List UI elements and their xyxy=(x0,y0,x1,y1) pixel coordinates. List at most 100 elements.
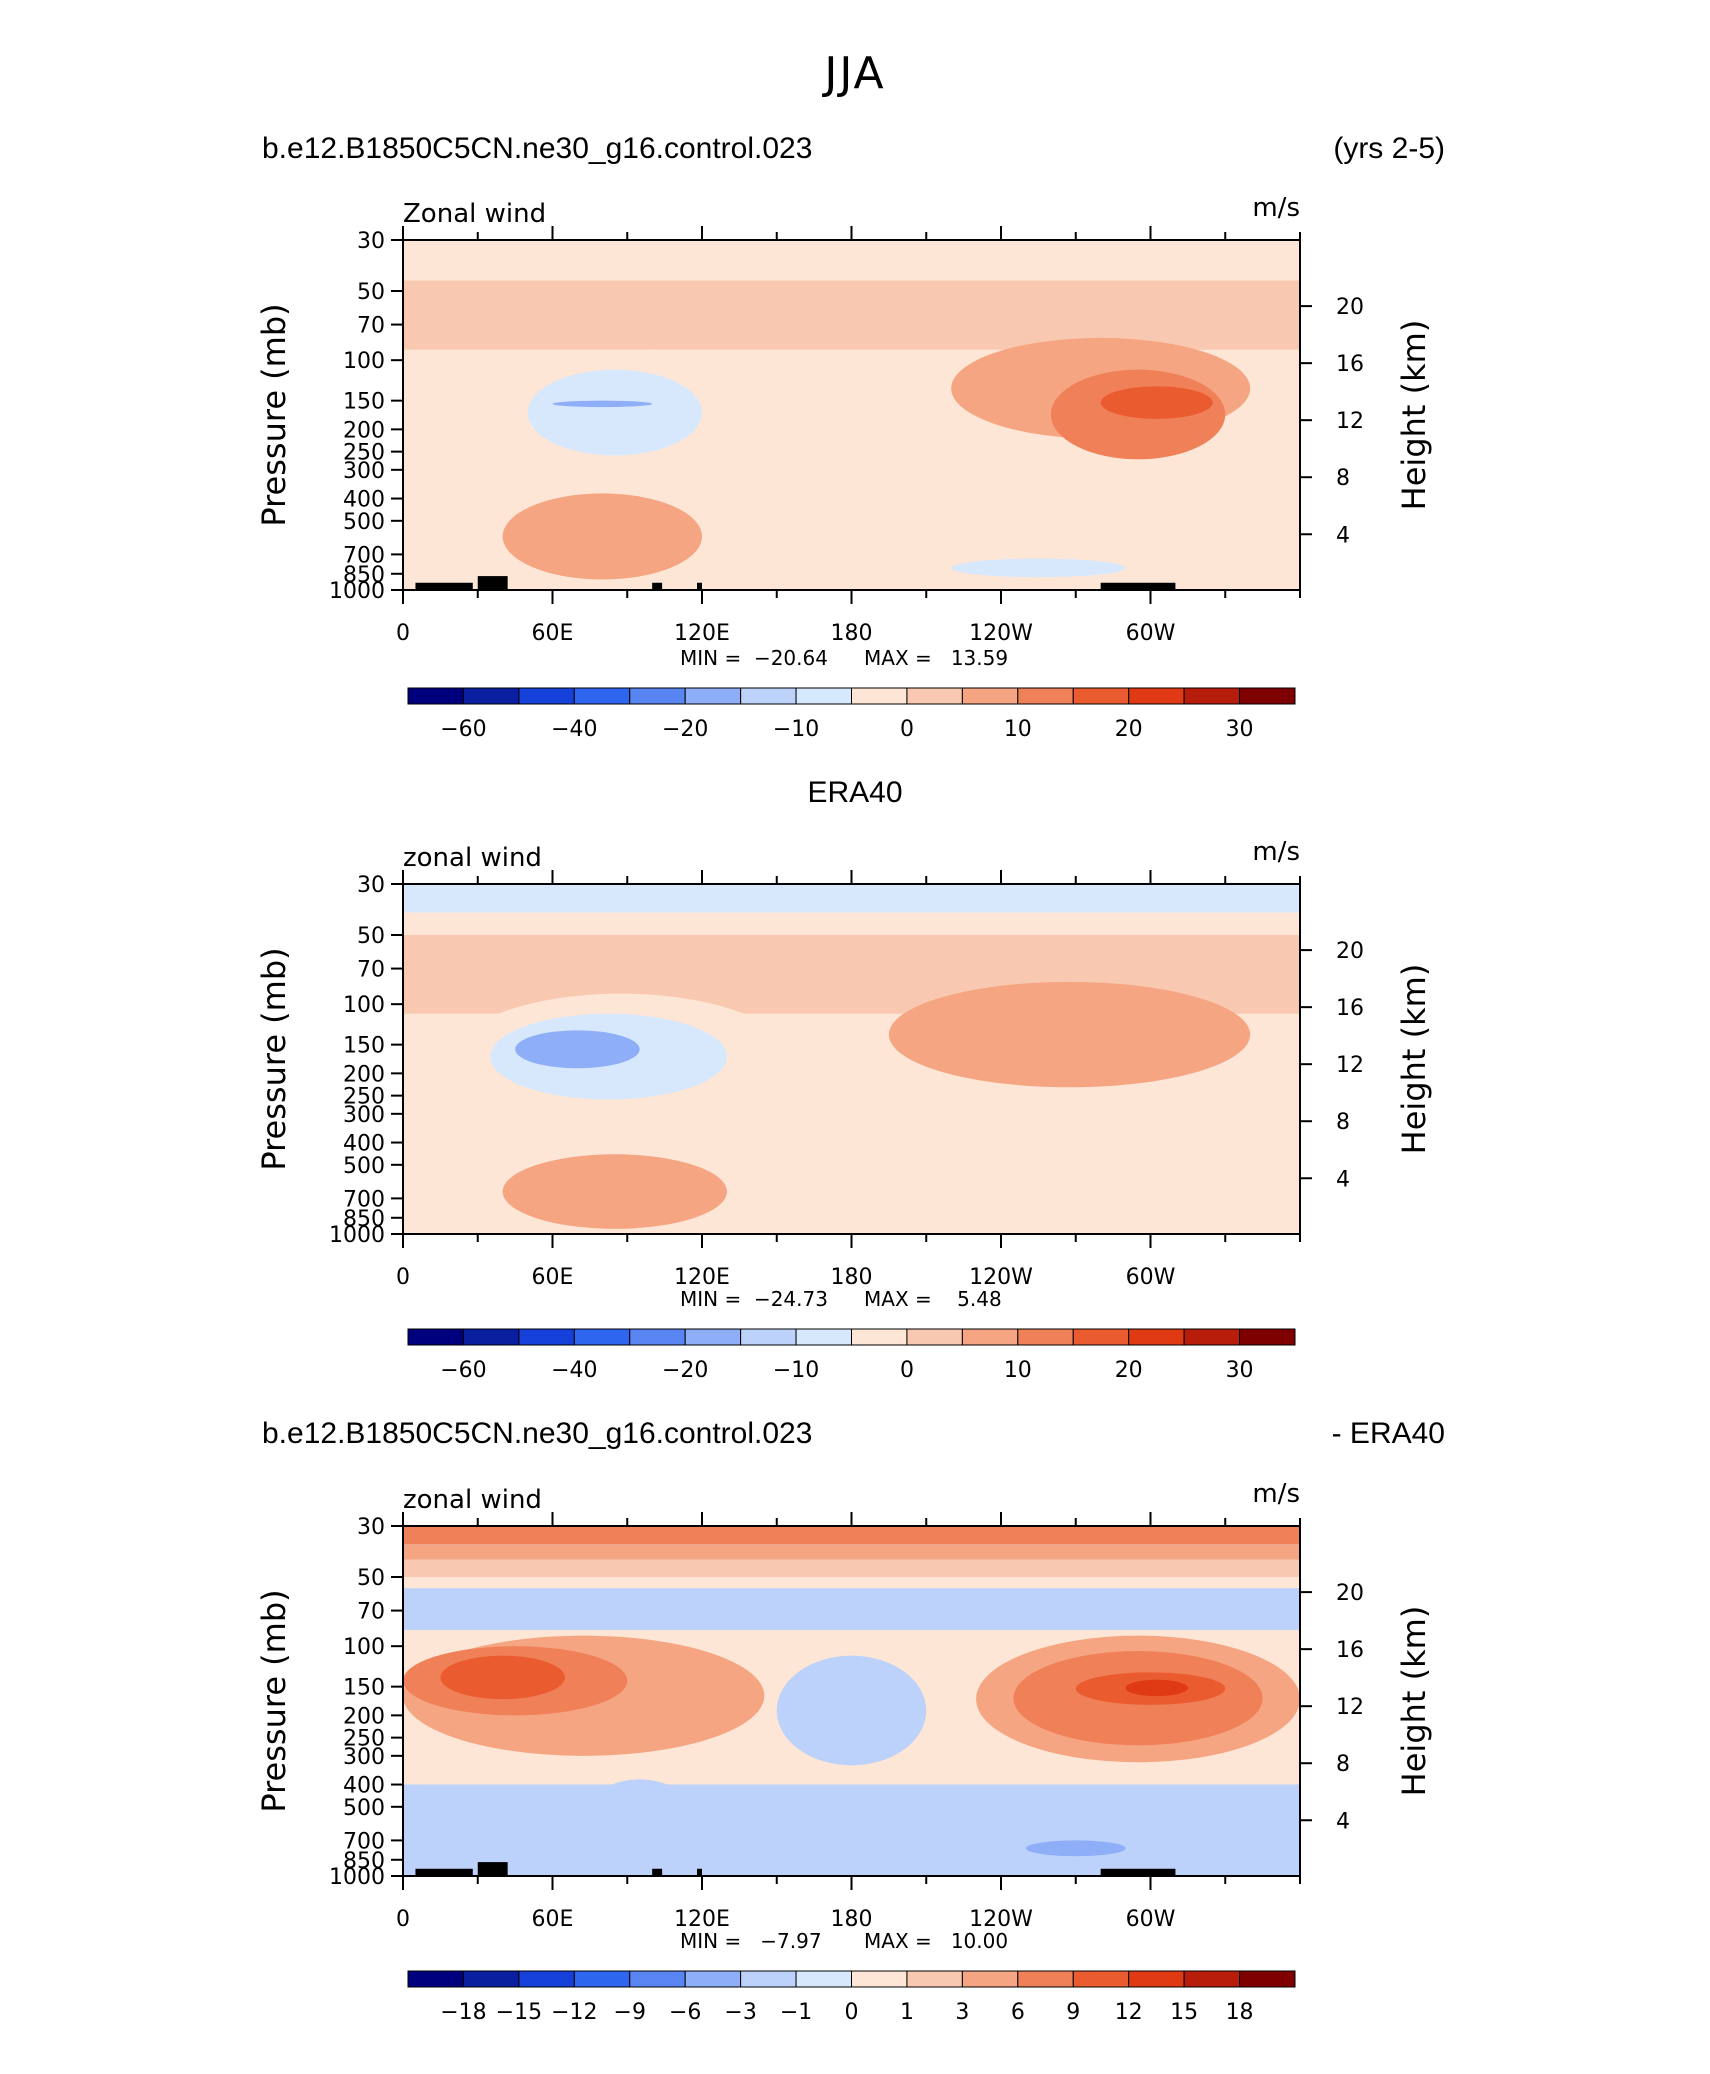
colorbar-label-4: −6 xyxy=(669,2000,701,2025)
colorbar-svg-1: −60 −40 −20 −10 0 10 20 30 xyxy=(407,687,1296,742)
height-tick-label-8: 8 xyxy=(1336,1752,1350,1777)
pressure-tick-label-250: 250 xyxy=(343,441,385,466)
colorbar-label-5: −3 xyxy=(724,2000,756,2025)
colorbar-swatch-1 xyxy=(462,687,520,705)
variable-label: zonal wind xyxy=(403,843,542,873)
colorbar-swatch-7 xyxy=(795,1328,852,1346)
colorbar-swatch-2 xyxy=(518,1328,575,1346)
panel1-max-label: MAX = 13.59 xyxy=(864,646,1009,670)
pressure-tick-label-700: 700 xyxy=(343,543,385,568)
colorbar-label-7: 30 xyxy=(1226,1358,1254,1383)
colorbar-swatch-13 xyxy=(1128,687,1185,705)
colorbar-swatch-5 xyxy=(684,1970,742,1988)
pressure-tick-label-250: 250 xyxy=(343,1727,385,1752)
colorbar-label-14: 18 xyxy=(1226,2000,1254,2025)
pressure-tick-label-30: 30 xyxy=(357,229,385,254)
colorbar-swatch-6 xyxy=(740,1970,797,1988)
panel2-colorbar: −60 −40 −20 −10 0 10 20 30 xyxy=(0,1327,1710,1392)
colorbar-swatch-4 xyxy=(629,1328,686,1346)
pressure-tick-label-850: 850 xyxy=(343,563,385,588)
colorbar-swatch-11 xyxy=(1017,687,1074,705)
colorbar-swatch-15 xyxy=(1239,1328,1296,1346)
panel3-colorbar: −18 −15 −12 −9 −6 −3 −1 0 1 3 6 9 12 15 18 xyxy=(0,1969,1710,2034)
height-tick-label-20: 20 xyxy=(1336,295,1364,320)
pressure-axis-title: Pressure (mb) xyxy=(255,303,293,526)
panel1-header-left: b.e12.B1850C5CN.ne30_g16.control.023 xyxy=(262,132,813,165)
lon-tick-label-1: 60E xyxy=(532,1265,574,1290)
lon-tick-label-5: 60W xyxy=(1126,621,1176,646)
panel1-min-label: MIN = −20.64 xyxy=(680,646,828,670)
colorbar-label-0: −60 xyxy=(440,1358,486,1383)
terrain-block-2 xyxy=(652,1868,663,1876)
colorbar-label-4: 0 xyxy=(900,717,914,742)
units-label: m/s xyxy=(1252,837,1300,867)
contour-blob-11 xyxy=(602,1591,952,1624)
terrain-block-0 xyxy=(415,582,473,590)
colorbar-swatch-0 xyxy=(407,1970,464,1988)
colorbar-label-11: 9 xyxy=(1066,2000,1080,2025)
lon-tick-label-2: 120E xyxy=(674,621,730,646)
colorbar-label-0: −18 xyxy=(440,2000,486,2025)
colorbar-swatch-15 xyxy=(1239,1970,1296,1988)
terrain-block-4 xyxy=(1100,1868,1176,1876)
pressure-tick-label-150: 150 xyxy=(343,1034,385,1059)
pressure-tick-label-30: 30 xyxy=(357,1515,385,1540)
colorbar-swatch-11 xyxy=(1017,1328,1074,1346)
pressure-tick-label-200: 200 xyxy=(343,1062,385,1087)
lon-tick-label-2: 120E xyxy=(674,1907,730,1932)
colorbar-swatch-8 xyxy=(851,1328,908,1346)
pressure-axis-title: Pressure (mb) xyxy=(255,947,293,1170)
units-label: m/s xyxy=(1252,193,1300,223)
colorbar-label-5: 10 xyxy=(1004,717,1032,742)
colorbar-label-1: −40 xyxy=(551,717,597,742)
pressure-tick-label-100: 100 xyxy=(343,1635,385,1660)
panel3-max-label: MAX = 10.00 xyxy=(864,1929,1009,1953)
variable-label: Zonal wind xyxy=(403,199,546,229)
colorbar-label-2: −12 xyxy=(551,2000,597,2025)
panel1-header-right: (yrs 2-5) xyxy=(1333,132,1445,165)
colorbar-swatch-9 xyxy=(906,687,963,705)
pressure-tick-label-100: 100 xyxy=(343,993,385,1018)
colorbar-swatch-14 xyxy=(1183,1328,1241,1346)
height-tick-label-16: 16 xyxy=(1336,352,1364,377)
colorbar-swatch-14 xyxy=(1183,1970,1241,1988)
page-title: JJA xyxy=(824,48,886,99)
panel2-contour-plot: 30 50 70 100 150 200 250 300 400 500 700 850 1000 20 1… xyxy=(0,834,1710,1299)
colorbar-svg-3: −18 −15 −12 −9 −6 −3 −1 0 1 3 6 9 12 15 18 xyxy=(407,1970,1296,2025)
colorbar-label-2: −20 xyxy=(662,1358,708,1383)
field-band-1 xyxy=(403,280,1300,350)
lon-tick-label-0: 0 xyxy=(396,1907,410,1932)
colorbar-label-5: 10 xyxy=(1004,1358,1032,1383)
height-tick-label-12: 12 xyxy=(1336,1695,1364,1720)
colorbar-swatch-0 xyxy=(407,687,464,705)
field-band-1 xyxy=(403,1544,1300,1560)
contour-blob-2 xyxy=(515,1030,640,1069)
contour-blob-4 xyxy=(502,1154,727,1229)
colorbar-swatch-7 xyxy=(795,1970,852,1988)
lon-tick-label-5: 60W xyxy=(1126,1907,1176,1932)
colorbar-swatch-2 xyxy=(518,687,575,705)
colorbar-swatch-6 xyxy=(740,687,797,705)
pressure-tick-label-700: 700 xyxy=(343,1187,385,1212)
colorbar-swatch-4 xyxy=(629,1970,686,1988)
colorbar-swatch-15 xyxy=(1239,687,1296,705)
pressure-axis-title: Pressure (mb) xyxy=(255,1589,293,1812)
pressure-tick-label-70: 70 xyxy=(357,1600,385,1625)
lon-tick-label-1: 60E xyxy=(532,621,574,646)
pressure-tick-label-400: 400 xyxy=(343,1132,385,1157)
colorbar-swatch-1 xyxy=(462,1328,520,1346)
height-tick-label-12: 12 xyxy=(1336,409,1364,434)
colorbar-label-7: 30 xyxy=(1226,717,1254,742)
colorbar-label-9: 3 xyxy=(955,2000,969,2025)
colorbar-swatch-14 xyxy=(1183,687,1241,705)
terrain-block-4 xyxy=(1100,582,1176,590)
pressure-tick-label-50: 50 xyxy=(357,924,385,949)
colorbar-swatch-8 xyxy=(851,687,908,705)
height-axis-title: Height (km) xyxy=(1395,1606,1433,1797)
colorbar-swatch-9 xyxy=(906,1328,963,1346)
pressure-tick-label-250: 250 xyxy=(343,1085,385,1110)
lon-tick-label-0: 0 xyxy=(396,621,410,646)
field-band-0 xyxy=(403,884,1300,913)
panel2-min-label: MIN = −24.73 xyxy=(680,1287,828,1311)
field-band-2 xyxy=(403,1559,1300,1577)
